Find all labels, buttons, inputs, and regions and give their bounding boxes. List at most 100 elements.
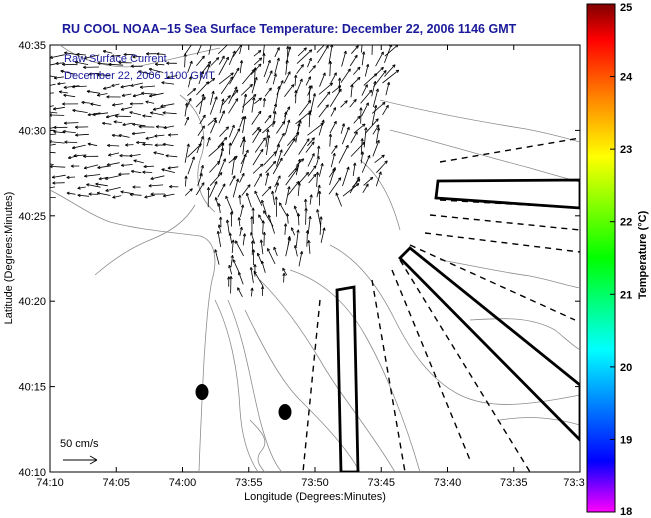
current-vector — [239, 45, 242, 55]
current-vector — [297, 182, 301, 197]
current-vector — [328, 61, 332, 77]
current-vector — [166, 75, 178, 79]
current-vector — [250, 232, 256, 244]
current-vector — [266, 134, 271, 156]
current-vector — [63, 93, 76, 98]
current-vector — [349, 98, 357, 108]
current-vector — [372, 124, 380, 135]
current-vector — [318, 119, 325, 136]
current-vector — [221, 95, 231, 106]
current-vector — [363, 176, 374, 186]
current-vector — [138, 125, 155, 129]
current-vector — [195, 182, 205, 196]
current-vector — [329, 120, 337, 134]
current-vector — [242, 93, 248, 113]
current-vector — [162, 111, 177, 115]
current-vector — [352, 162, 357, 176]
current-vector — [129, 102, 144, 106]
x-tick-label: 74:10 — [36, 477, 64, 489]
current-vector — [240, 204, 245, 217]
current-vector — [106, 162, 120, 167]
current-vector — [375, 51, 384, 67]
current-vector — [51, 174, 66, 179]
current-vector — [253, 270, 264, 287]
current-vector — [101, 121, 112, 126]
current-vector — [111, 133, 121, 138]
current-vector — [148, 184, 164, 188]
current-vector — [187, 156, 195, 175]
current-vector — [141, 91, 157, 95]
current-vector — [335, 192, 342, 207]
current-vector — [283, 138, 296, 157]
current-vector — [73, 154, 87, 158]
current-vector — [199, 93, 205, 114]
current-vector — [276, 149, 283, 167]
current-vector — [83, 164, 99, 170]
current-vector — [131, 131, 146, 136]
current-vector — [84, 174, 101, 178]
colorbar-tick-label: 24 — [620, 72, 633, 84]
current-vector — [309, 93, 316, 114]
current-vector — [209, 181, 218, 198]
current-vector — [238, 194, 242, 205]
current-vector — [262, 231, 266, 247]
current-vector — [308, 85, 312, 103]
x-tick-label: 73:3 — [563, 477, 584, 489]
current-vector — [265, 172, 270, 186]
current-vector — [262, 52, 266, 64]
current-vector — [250, 240, 255, 256]
current-vector — [210, 90, 215, 105]
current-vector — [66, 175, 76, 180]
current-vector — [209, 96, 218, 115]
colorbar-ticks: 25 24 23 22 21 20 19 18 — [610, 2, 633, 518]
current-vector — [330, 107, 336, 117]
current-vector — [83, 65, 100, 69]
current-vector — [263, 59, 271, 78]
current-vector — [77, 186, 86, 190]
current-vector — [341, 50, 347, 67]
current-vector — [229, 211, 234, 227]
current-vector — [254, 190, 263, 206]
current-vector — [341, 126, 350, 145]
current-vector — [77, 193, 90, 198]
current-vector — [197, 173, 203, 186]
current-vector — [316, 155, 320, 166]
current-vector — [274, 47, 280, 58]
current-vector — [328, 133, 333, 147]
current-vector — [384, 45, 393, 64]
current-vector — [260, 286, 265, 296]
current-vector — [257, 252, 263, 264]
current-vector — [87, 142, 98, 147]
current-vector — [105, 113, 120, 119]
current-vector — [230, 254, 234, 268]
current-vector — [50, 63, 56, 66]
current-vector — [149, 92, 164, 98]
y-tick-label: 40:25 — [18, 211, 46, 223]
current-vector — [282, 272, 286, 283]
current-vector — [148, 67, 164, 73]
current-vector — [254, 137, 266, 153]
current-vector — [228, 155, 238, 164]
colorbar-tick-label: 23 — [620, 144, 632, 156]
current-vector — [253, 57, 263, 66]
current-vector — [295, 158, 302, 176]
current-vector — [253, 67, 257, 86]
current-vector — [210, 57, 220, 66]
current-vector — [163, 125, 175, 130]
current-vector — [340, 68, 351, 84]
current-vector — [50, 92, 54, 94]
current-vector — [372, 88, 379, 108]
current-vector — [261, 199, 267, 214]
current-vector — [154, 143, 165, 147]
current-vector — [187, 60, 193, 73]
current-vector — [129, 192, 142, 197]
colorbar-tick-label: 25 — [620, 2, 632, 14]
current-vector — [228, 264, 233, 275]
current-vector — [183, 53, 187, 68]
current-vector — [161, 81, 175, 85]
current-vector — [161, 168, 175, 173]
current-vector — [328, 177, 342, 195]
current-vector — [96, 93, 108, 97]
current-vector — [241, 184, 251, 196]
current-vector — [50, 83, 56, 86]
